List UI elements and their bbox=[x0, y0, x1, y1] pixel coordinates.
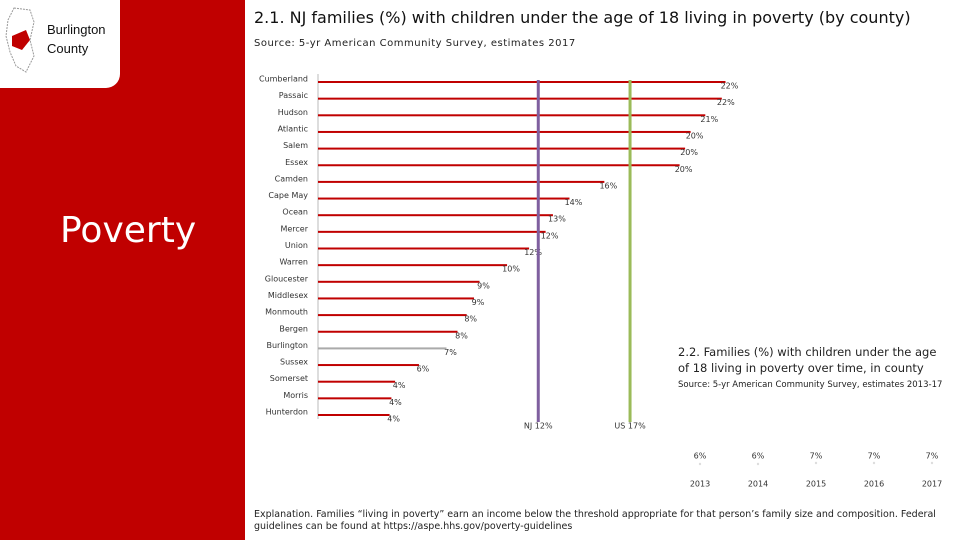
y-tick-label: Cumberland bbox=[259, 75, 308, 84]
y-tick-label: Morris bbox=[283, 391, 308, 400]
bar bbox=[318, 330, 458, 333]
bar bbox=[318, 397, 392, 400]
value-label: 8% bbox=[464, 315, 477, 324]
value-label: 9% bbox=[477, 281, 490, 290]
reference-label: NJ 12% bbox=[524, 422, 553, 431]
bar bbox=[318, 264, 508, 267]
bar bbox=[318, 81, 726, 83]
point bbox=[872, 461, 876, 465]
bar bbox=[318, 347, 447, 350]
value-label: 7% bbox=[810, 452, 823, 461]
bar bbox=[318, 147, 686, 150]
x-tick-label: 2013 bbox=[690, 480, 710, 489]
badge-text: Burlington County bbox=[47, 22, 106, 56]
bar bbox=[318, 114, 706, 117]
x-tick-label: 2014 bbox=[748, 480, 768, 489]
x-tick-label: 2015 bbox=[806, 480, 826, 489]
value-label: 4% bbox=[389, 398, 402, 407]
value-label: 14% bbox=[565, 198, 583, 207]
y-tick-label: Burlington bbox=[266, 341, 308, 350]
value-label: 20% bbox=[675, 165, 693, 174]
chart-title: 2.1. NJ families (%) with children under… bbox=[254, 8, 911, 27]
y-tick-label: Somerset bbox=[270, 374, 308, 383]
value-label: 7% bbox=[926, 452, 939, 461]
value-label: 9% bbox=[472, 298, 485, 307]
point bbox=[814, 461, 818, 465]
bar bbox=[318, 314, 467, 317]
side-panel: Burlington County Poverty bbox=[0, 0, 245, 540]
value-label: 4% bbox=[393, 381, 406, 390]
chart-title: 2.2. Families (%) with children under th… bbox=[678, 345, 937, 375]
y-tick-label: Ocean bbox=[282, 208, 308, 217]
value-label: 8% bbox=[455, 331, 468, 340]
y-tick-label: Camden bbox=[275, 174, 308, 183]
point bbox=[698, 462, 702, 466]
bar bbox=[318, 130, 691, 133]
bar bbox=[318, 280, 480, 283]
bar bbox=[318, 97, 722, 100]
bar bbox=[318, 230, 546, 233]
value-label: 7% bbox=[444, 348, 457, 357]
bar bbox=[318, 214, 553, 217]
value-label: 13% bbox=[548, 215, 566, 224]
y-tick-label: Cape May bbox=[268, 191, 308, 200]
point bbox=[930, 461, 934, 465]
y-tick-label: Monmouth bbox=[265, 308, 308, 317]
panel-heading: Poverty bbox=[60, 210, 197, 251]
y-tick-label: Hunterdon bbox=[266, 408, 308, 417]
y-tick-label: Salem bbox=[283, 141, 308, 150]
value-label: 10% bbox=[502, 265, 520, 274]
bar bbox=[318, 414, 390, 416]
bar bbox=[318, 297, 475, 300]
value-label: 6% bbox=[694, 452, 707, 461]
y-tick-label: Middlesex bbox=[268, 291, 308, 300]
y-tick-label: Passaic bbox=[279, 91, 308, 100]
chart-subtitle: Source: 5-yr American Community Survey, … bbox=[678, 380, 943, 390]
bar bbox=[318, 364, 419, 367]
reference-label: US 17% bbox=[614, 422, 646, 431]
point bbox=[756, 462, 760, 466]
y-tick-label: Atlantic bbox=[278, 124, 308, 133]
y-tick-label: Union bbox=[285, 241, 308, 250]
value-label: 20% bbox=[680, 148, 698, 157]
x-tick-label: 2017 bbox=[922, 480, 942, 489]
badge: Burlington County bbox=[0, 0, 120, 88]
value-label: 21% bbox=[700, 115, 718, 124]
y-tick-label: Warren bbox=[279, 258, 308, 267]
value-label: 22% bbox=[717, 98, 735, 107]
bar bbox=[318, 180, 605, 183]
value-label: 20% bbox=[686, 131, 704, 140]
x-tick-label: 2016 bbox=[864, 480, 884, 489]
value-label: 7% bbox=[868, 452, 881, 461]
value-label: 12% bbox=[524, 248, 542, 257]
chart-subtitle: Source: 5-yr American Community Survey, … bbox=[254, 38, 576, 49]
value-label: 12% bbox=[541, 231, 559, 240]
value-label: 6% bbox=[752, 452, 765, 461]
map-icon bbox=[5, 7, 35, 73]
bar bbox=[318, 197, 570, 200]
value-label: 16% bbox=[599, 181, 617, 190]
bar bbox=[318, 380, 396, 383]
value-label: 4% bbox=[387, 415, 400, 424]
value-label: 22% bbox=[721, 82, 739, 91]
y-tick-label: Mercer bbox=[280, 224, 308, 233]
bar bbox=[318, 247, 530, 250]
y-tick-label: Sussex bbox=[280, 358, 308, 367]
y-tick-label: Gloucester bbox=[265, 274, 309, 283]
value-label: 6% bbox=[417, 365, 430, 374]
explanation: Explanation. Families “living in poverty… bbox=[254, 509, 936, 532]
y-tick-label: Hudson bbox=[278, 108, 308, 117]
bar bbox=[318, 164, 680, 167]
y-tick-label: Bergen bbox=[279, 324, 308, 333]
y-tick-label: Essex bbox=[285, 158, 308, 167]
